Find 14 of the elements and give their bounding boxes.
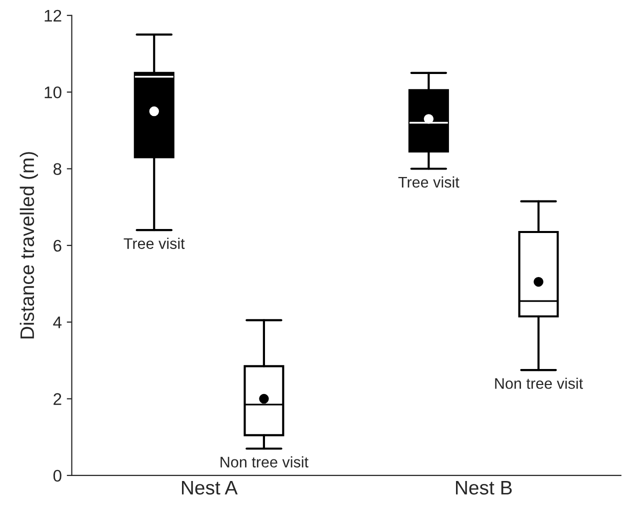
y-tick-label: 10 (44, 86, 62, 98)
y-tick-label: 12 (44, 10, 62, 22)
y-tick-label: 0 (53, 470, 62, 482)
series-label: Tree visit (398, 176, 460, 188)
y-tick-label: 4 (53, 316, 62, 328)
y-axis-title: Distance travelled (m) (20, 152, 38, 338)
y-tick-label: 8 (53, 163, 62, 175)
y-tick-label: 2 (54, 393, 62, 405)
text: Tree visit (124, 238, 185, 249)
x-tick-label: Nest A (182, 481, 238, 495)
x-tick-label: Nest B (456, 481, 512, 495)
text: Non tree visit (495, 378, 583, 389)
y-tick-label: 6 (54, 240, 62, 252)
series-label: Non tree visit (220, 456, 308, 468)
